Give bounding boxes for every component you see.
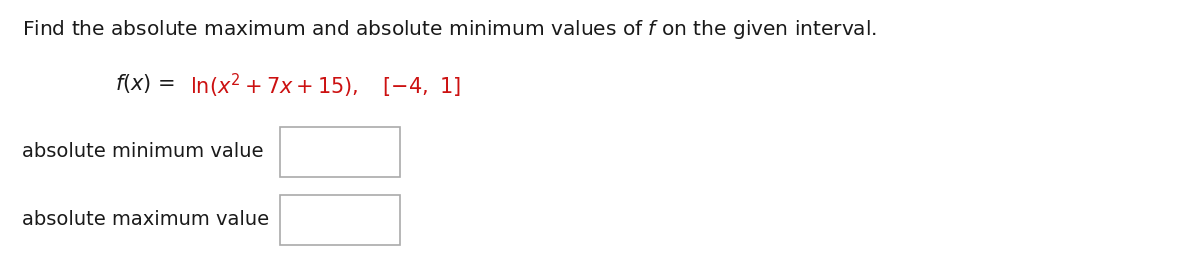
Text: absolute maximum value: absolute maximum value bbox=[22, 210, 269, 229]
Bar bbox=[280, 127, 400, 177]
Text: absolute minimum value: absolute minimum value bbox=[22, 142, 264, 161]
Text: Find the absolute maximum and absolute minimum values of $f$ on the given interv: Find the absolute maximum and absolute m… bbox=[22, 18, 877, 41]
Text: $\mathrm{ln}(x^2 + 7x + 15),$   $[-4,\ 1]$: $\mathrm{ln}(x^2 + 7x + 15),$ $[-4,\ 1]$ bbox=[190, 72, 461, 100]
Bar bbox=[280, 195, 400, 245]
Text: $f(x)$ =: $f(x)$ = bbox=[115, 72, 178, 95]
